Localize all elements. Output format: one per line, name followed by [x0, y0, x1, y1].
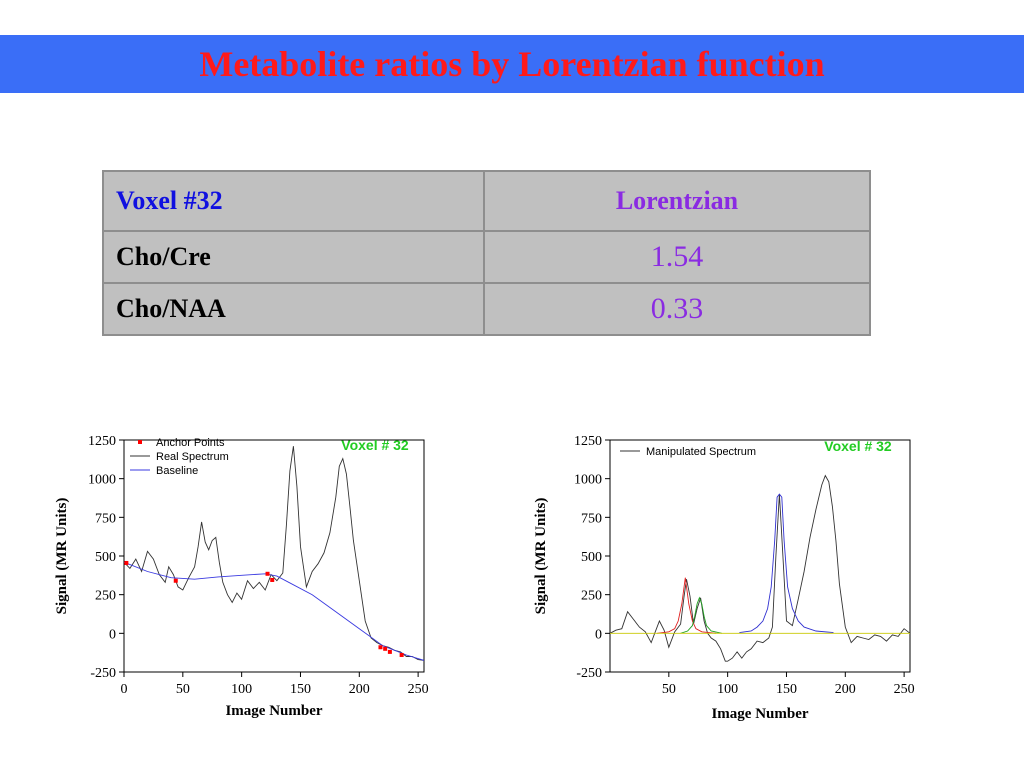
- table-header-row: Voxel #32 Lorentzian: [102, 170, 871, 232]
- plot-frame: [609, 439, 911, 673]
- y-tick-label: 1000: [88, 473, 116, 488]
- y-tick-label: 500: [581, 550, 602, 565]
- anchor-point: [383, 646, 388, 651]
- y-tick-label: 250: [95, 589, 116, 604]
- y-tick-label: 750: [95, 511, 116, 526]
- y-tick-label: 0: [595, 627, 602, 642]
- anchor-point: [378, 645, 383, 650]
- slide-title: Metabolite ratios by Lorentzian function: [199, 44, 825, 84]
- plot-area: [610, 474, 910, 662]
- series-component-2: [680, 596, 722, 634]
- x-tick-label: 100: [717, 682, 738, 697]
- anchor-point: [124, 560, 129, 565]
- y-tick-label: -250: [90, 666, 116, 681]
- x-axis-label: Image Number: [225, 703, 322, 719]
- y-tick-label: -250: [576, 666, 602, 681]
- plot-frame: [123, 439, 425, 673]
- table-row: Cho/NAA 0.33: [102, 282, 871, 336]
- voxel-header: Voxel #32: [102, 170, 485, 232]
- series-component-3: [739, 493, 834, 634]
- x-tick-label: 50: [662, 682, 676, 697]
- y-tick-label: 0: [109, 627, 116, 642]
- series-baseline: [124, 561, 424, 661]
- legend-swatch: [138, 440, 142, 444]
- y-axis-label: Signal (MR Units): [54, 498, 70, 615]
- legend-label-manipulated-spectrum: Manipulated Spectrum: [646, 446, 756, 458]
- voxel-annotation: Voxel # 32: [341, 437, 409, 453]
- x-tick-label: 50: [176, 682, 190, 697]
- table-row: Cho/Cre 1.54: [102, 230, 871, 284]
- x-tick-label: 250: [894, 682, 915, 697]
- anchor-point: [173, 578, 178, 583]
- y-tick-label: 500: [95, 550, 116, 565]
- x-tick-label: 250: [408, 682, 429, 697]
- chart-2: -250 0 250 500 750 1000 1250 50 100 150 200 250 Imag…: [533, 434, 915, 722]
- x-tick-label: 100: [231, 682, 252, 697]
- legend-label-real-spectrum: Real Spectrum: [156, 451, 229, 463]
- x-tick-label: 150: [776, 682, 797, 697]
- chart-1: -250 0 250 500 750 1000 1250 0 50 100 150 200 250 Ima…: [54, 434, 429, 719]
- x-axis-label: Image Number: [711, 706, 808, 722]
- y-tick-label: 250: [581, 589, 602, 604]
- y-tick-label: 1250: [574, 434, 602, 449]
- anchor-point: [399, 652, 404, 657]
- y-axis-label: Signal (MR Units): [533, 498, 549, 615]
- series-real-spectrum: [124, 446, 424, 661]
- y-tick-label: 1000: [574, 473, 602, 488]
- x-tick-label: 200: [835, 682, 856, 697]
- x-tick-label: 200: [349, 682, 370, 697]
- ratio-table: Voxel #32 Lorentzian Cho/Cre 1.54 Cho/NA…: [102, 170, 871, 336]
- legend-label-anchor-points: Anchor Points: [156, 437, 225, 449]
- anchor-point: [387, 649, 392, 654]
- plot-area: [124, 446, 424, 661]
- series-manipulated-spectrum: [610, 474, 910, 662]
- anchor-point: [265, 571, 270, 576]
- voxel-annotation: Voxel # 32: [824, 438, 892, 454]
- method-header: Lorentzian: [483, 170, 871, 232]
- title-bar: Metabolite ratios by Lorentzian function: [0, 35, 1024, 93]
- value-cho-naa: 0.33: [483, 282, 871, 336]
- anchor-point: [270, 577, 275, 582]
- series-component-1: [657, 577, 716, 634]
- value-cho-cre: 1.54: [483, 230, 871, 284]
- row-label-cho-naa: Cho/NAA: [102, 282, 485, 336]
- legend-label-baseline: Baseline: [156, 465, 198, 477]
- y-tick-label: 750: [581, 511, 602, 526]
- x-tick-label: 150: [290, 682, 311, 697]
- y-tick-label: 1250: [88, 434, 116, 449]
- row-label-cho-cre: Cho/Cre: [102, 230, 485, 284]
- x-tick-label: 0: [121, 682, 128, 697]
